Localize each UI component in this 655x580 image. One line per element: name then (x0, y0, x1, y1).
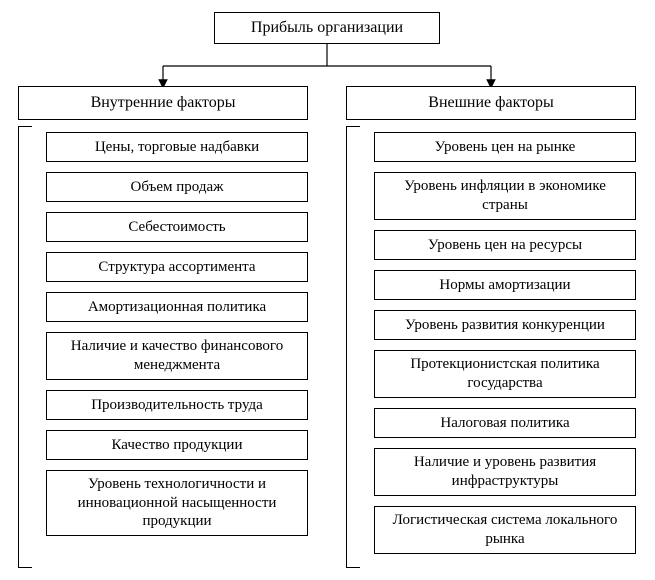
item-internal-6: Производительность труда (46, 390, 308, 420)
item-label: Себестоимость (128, 218, 225, 237)
item-external-8: Логистическая система локального рынка (374, 506, 636, 554)
category-internal: Внутренние факторы (18, 86, 308, 120)
item-external-4: Уровень развития конкуренции (374, 310, 636, 340)
item-external-2: Уровень цен на ресурсы (374, 230, 636, 260)
item-label: Производительность труда (91, 396, 263, 415)
root-node: Прибыль организации (214, 12, 440, 44)
item-external-5: Протекционистская политика государства (374, 350, 636, 398)
item-external-6: Налоговая политика (374, 408, 636, 438)
item-label: Структура ассортимента (98, 258, 255, 277)
item-external-7: Наличие и уровень развития инфраструктур… (374, 448, 636, 496)
item-label: Наличие и уровень развития инфраструктур… (383, 453, 627, 491)
root-label: Прибыль организации (251, 18, 403, 38)
item-internal-2: Себестоимость (46, 212, 308, 242)
item-label: Уровень цен на рынке (435, 138, 576, 157)
item-label: Уровень инфляции в экономике страны (383, 177, 627, 215)
item-label: Протекционистская политика государства (383, 355, 627, 393)
item-label: Наличие и качество финансо­вого менеджме… (55, 337, 299, 375)
item-internal-1: Объем продаж (46, 172, 308, 202)
item-external-3: Нормы амортизации (374, 270, 636, 300)
bracket-internal (18, 126, 32, 568)
item-internal-4: Амортизационная политика (46, 292, 308, 322)
item-label: Объем продаж (131, 178, 224, 197)
bracket-external (346, 126, 360, 568)
item-label: Логистическая система локального рынка (383, 511, 627, 549)
item-internal-5: Наличие и качество финансо­вого менеджме… (46, 332, 308, 380)
item-label: Цены, торговые надбавки (95, 138, 259, 157)
item-external-1: Уровень инфляции в экономике страны (374, 172, 636, 220)
item-internal-7: Качество продукции (46, 430, 308, 460)
item-label: Амортизационная политика (88, 298, 266, 317)
item-label: Налоговая политика (440, 414, 569, 433)
category-label: Внутренние факторы (91, 93, 236, 113)
item-label: Уровень технологичности и инновационной … (55, 475, 299, 531)
item-label: Уровень цен на ресурсы (428, 236, 582, 255)
item-label: Нормы амортизации (439, 276, 570, 295)
item-internal-3: Структура ассортимента (46, 252, 308, 282)
item-internal-8: Уровень технологичности и инновационной … (46, 470, 308, 536)
item-label: Качество продукции (112, 436, 243, 455)
item-external-0: Уровень цен на рынке (374, 132, 636, 162)
item-internal-0: Цены, торговые надбавки (46, 132, 308, 162)
category-label: Внешние факторы (428, 93, 553, 113)
category-external: Внешние факторы (346, 86, 636, 120)
item-label: Уровень развития конкуренции (405, 316, 605, 335)
